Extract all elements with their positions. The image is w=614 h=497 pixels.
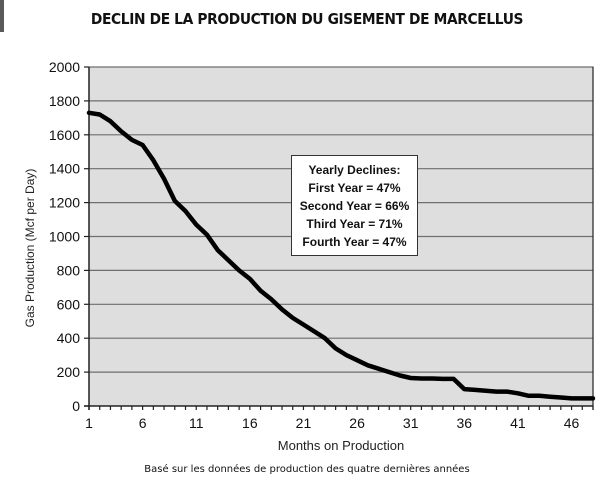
- x-tick-label: 21: [296, 415, 312, 431]
- x-tick-label: 6: [139, 415, 147, 431]
- x-tick-label: 46: [564, 415, 580, 431]
- y-tick-label: 1000: [49, 229, 80, 245]
- chart-title: DECLIN DE LA PRODUCTION DU GISEMENT DE M…: [90, 10, 524, 28]
- x-axis-title: Months on Production: [277, 438, 405, 453]
- axes: [84, 67, 594, 410]
- y-tick-label: 0: [72, 398, 80, 414]
- annotation-line-fourth-year: Fourth Year = 47%: [302, 234, 407, 249]
- y-tick-label: 1800: [49, 93, 80, 109]
- y-tick-label: 800: [57, 262, 81, 278]
- chart-subtitle: Basé sur les données de production des q…: [144, 464, 470, 475]
- y-axis-title: Gas Production (Mcf per Day): [23, 168, 37, 328]
- y-tick-label: 600: [57, 296, 81, 312]
- annotation-line-first-year: First Year = 47%: [308, 180, 401, 195]
- x-tick-label: 1: [85, 415, 93, 431]
- annotation-line-second-year: Second Year = 66%: [299, 198, 410, 213]
- x-tick-label: 31: [403, 415, 419, 431]
- y-tick-label: 200: [57, 364, 81, 380]
- corner-artifact: [0, 0, 4, 32]
- annotation-heading: Yearly Declines:: [308, 162, 401, 177]
- y-tick-label: 1600: [49, 127, 80, 143]
- y-tick-label: 2000: [49, 59, 80, 75]
- y-tick-label: 1400: [49, 161, 80, 177]
- y-tick-label: 1200: [49, 195, 80, 211]
- x-tick-label: 41: [510, 415, 526, 431]
- annotation-line-third-year: Third Year = 71%: [306, 216, 403, 231]
- production-decline-line: [86, 110, 596, 401]
- y-tick-label: 400: [57, 330, 81, 346]
- x-axis-ticks: 1 6 11 16 21 26 31 36 41 46: [85, 406, 594, 431]
- yearly-declines-box: Yearly Declines: First Year = 47% Second…: [291, 155, 418, 256]
- x-tick-label: 16: [242, 415, 258, 431]
- y-axis-ticks: 0 200 400 600 800 1000 1200 1400 1600 1800 2000: [49, 59, 89, 414]
- x-tick-label: 11: [189, 415, 204, 431]
- x-tick-label: 26: [349, 415, 365, 431]
- x-tick-label: 36: [457, 415, 473, 431]
